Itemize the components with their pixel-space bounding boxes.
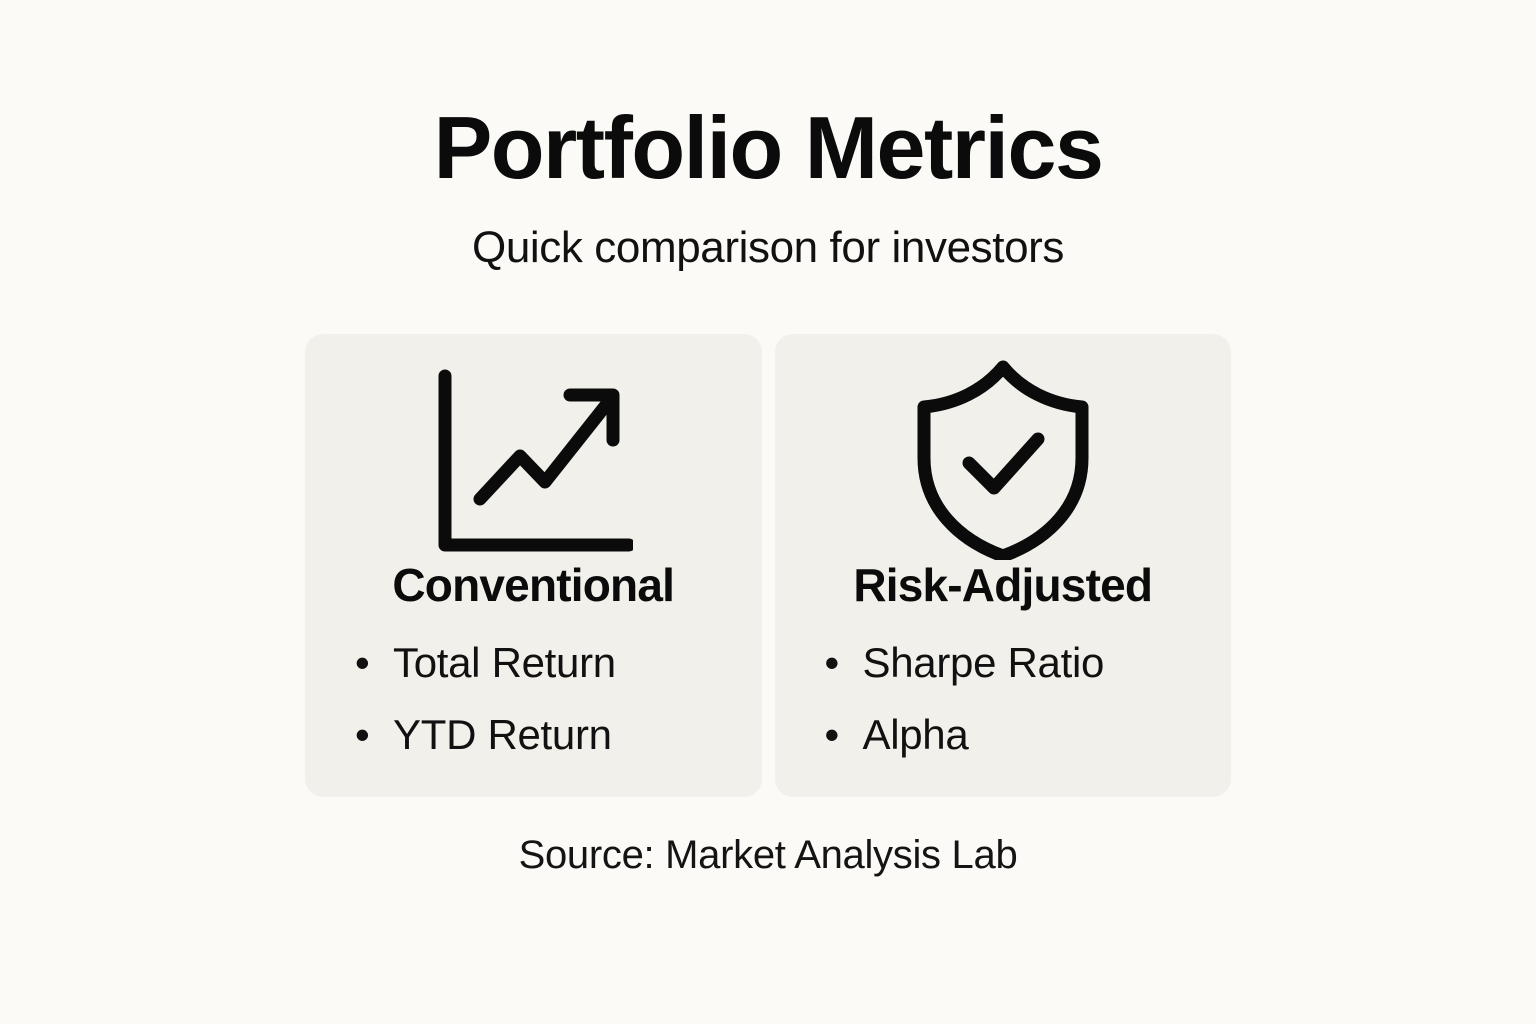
- source-caption: Source: Market Analysis Lab: [518, 833, 1018, 877]
- shield-check-icon: [775, 360, 1232, 560]
- bullet-marker-icon: •: [355, 711, 370, 758]
- metric-list-risk-adjusted: • Sharpe Ratio • Alpha: [775, 642, 1232, 786]
- page-subtitle: Quick comparison for investors: [472, 223, 1064, 272]
- card-heading-risk-adjusted: Risk-Adjusted: [853, 559, 1153, 611]
- metric-list-conventional: • Total Return • YTD Return: [305, 642, 762, 786]
- page-title: Portfolio Metrics: [433, 98, 1104, 197]
- list-item: • Sharpe Ratio: [825, 642, 1232, 684]
- card-heading-conventional: Conventional: [392, 559, 675, 611]
- metrics-card-row: Conventional • Total Return • YTD Return: [305, 334, 1231, 797]
- list-item: • Alpha: [825, 714, 1232, 756]
- list-item-label: Total Return: [393, 639, 616, 686]
- bullet-marker-icon: •: [824, 711, 840, 758]
- list-item: • Total Return: [355, 642, 762, 684]
- list-item-label: YTD Return: [393, 711, 612, 758]
- list-item-label: Sharpe Ratio: [862, 639, 1105, 686]
- bullet-marker-icon: •: [355, 639, 370, 686]
- header: Portfolio Metrics Quick comparison for i…: [0, 0, 1536, 270]
- list-item: • YTD Return: [355, 714, 762, 756]
- trending-up-chart-icon: [305, 360, 762, 560]
- card-risk-adjusted[interactable]: Risk-Adjusted • Sharpe Ratio • Alpha: [774, 334, 1232, 797]
- list-item-label: Alpha: [862, 711, 969, 758]
- card-conventional[interactable]: Conventional • Total Return • YTD Return: [305, 334, 762, 797]
- bullet-marker-icon: •: [824, 639, 840, 686]
